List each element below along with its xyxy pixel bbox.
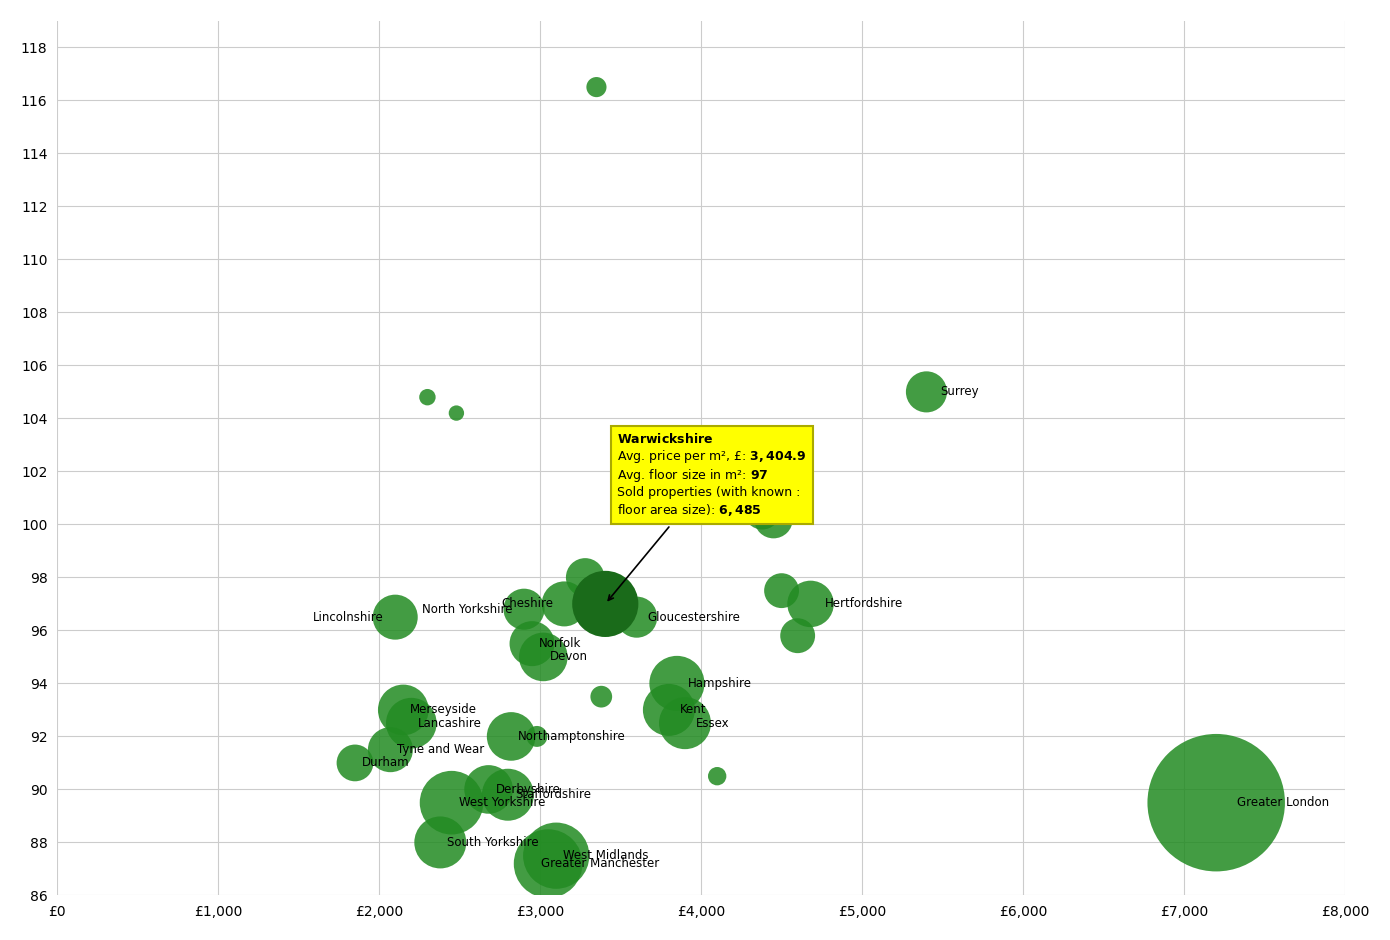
Text: Kent: Kent bbox=[680, 703, 706, 716]
Point bbox=[343, 756, 366, 771]
Text: $\bf{Warwickshire}$
Avg. price per m², £: $\bf{3,404.9}$
Avg. floor size in m²: : $\bf{Warwickshire}$ Avg. price per m², £… bbox=[609, 431, 806, 601]
Point bbox=[574, 570, 596, 585]
Point bbox=[916, 384, 938, 400]
Text: Merseyside: Merseyside bbox=[410, 703, 477, 716]
Text: Greater Manchester: Greater Manchester bbox=[541, 857, 659, 870]
Text: Cheshire: Cheshire bbox=[502, 598, 553, 610]
Point bbox=[594, 596, 616, 611]
Text: Lancashire: Lancashire bbox=[418, 716, 482, 729]
Text: Greater London: Greater London bbox=[1237, 796, 1329, 809]
Text: North Yorkshire: North Yorkshire bbox=[423, 603, 513, 616]
Text: Tyne and Wear: Tyne and Wear bbox=[398, 744, 485, 756]
Point bbox=[1205, 795, 1227, 810]
Point bbox=[496, 787, 518, 802]
Point bbox=[751, 504, 773, 519]
Point bbox=[591, 689, 613, 704]
Text: Surrey: Surrey bbox=[940, 385, 979, 399]
Point bbox=[500, 728, 523, 744]
Point bbox=[513, 602, 535, 617]
Text: Hampshire: Hampshire bbox=[688, 677, 752, 690]
Text: Gloucestershire: Gloucestershire bbox=[648, 611, 741, 623]
Text: Lincolnshire: Lincolnshire bbox=[313, 611, 384, 623]
Point bbox=[400, 715, 423, 730]
Point bbox=[553, 596, 575, 611]
Text: Northamptonshire: Northamptonshire bbox=[518, 730, 626, 743]
Point bbox=[706, 769, 728, 784]
Text: South Yorkshire: South Yorkshire bbox=[448, 836, 539, 849]
Point bbox=[392, 702, 414, 717]
Point bbox=[545, 848, 567, 863]
Point bbox=[799, 596, 821, 611]
Point bbox=[441, 795, 463, 810]
Text: Durham: Durham bbox=[361, 757, 410, 770]
Text: Norfolk: Norfolk bbox=[539, 637, 581, 650]
Point bbox=[770, 583, 792, 598]
Point bbox=[674, 715, 696, 730]
Point bbox=[532, 650, 555, 665]
Text: Hertfordshire: Hertfordshire bbox=[824, 598, 902, 610]
Point bbox=[384, 610, 406, 625]
Point bbox=[525, 728, 548, 744]
Point bbox=[478, 782, 500, 797]
Point bbox=[537, 856, 559, 871]
Text: Staffordshire: Staffordshire bbox=[514, 789, 591, 801]
Point bbox=[430, 835, 452, 850]
Point bbox=[762, 511, 784, 526]
Point bbox=[626, 610, 648, 625]
Point bbox=[416, 390, 438, 405]
Point bbox=[585, 80, 607, 95]
Text: Derbyshire: Derbyshire bbox=[496, 783, 560, 796]
Text: Essex: Essex bbox=[696, 716, 730, 729]
Text: Devon: Devon bbox=[550, 650, 588, 664]
Point bbox=[379, 743, 402, 758]
Point bbox=[787, 628, 809, 643]
Point bbox=[666, 676, 688, 691]
Point bbox=[657, 702, 680, 717]
Point bbox=[521, 636, 543, 651]
Text: West Yorkshire: West Yorkshire bbox=[459, 796, 545, 809]
Text: West Midlands: West Midlands bbox=[563, 849, 649, 862]
Point bbox=[445, 405, 467, 420]
